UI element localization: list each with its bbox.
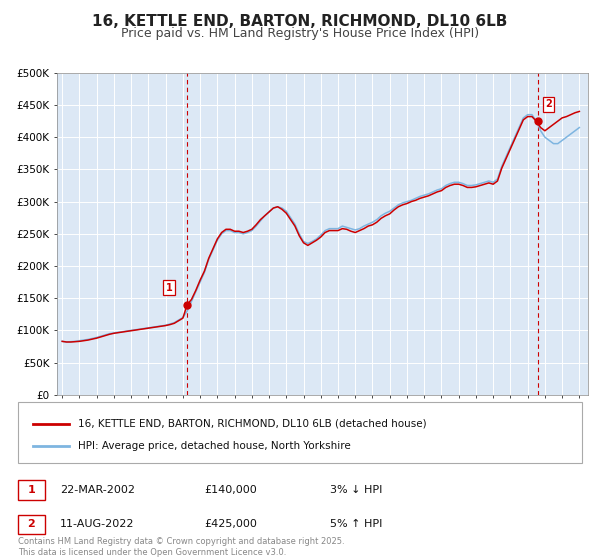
FancyBboxPatch shape bbox=[18, 480, 45, 500]
Text: 11-AUG-2022: 11-AUG-2022 bbox=[60, 519, 134, 529]
Text: 16, KETTLE END, BARTON, RICHMOND, DL10 6LB: 16, KETTLE END, BARTON, RICHMOND, DL10 6… bbox=[92, 14, 508, 29]
Text: 5% ↑ HPI: 5% ↑ HPI bbox=[330, 519, 382, 529]
Text: £140,000: £140,000 bbox=[204, 485, 257, 495]
Text: Price paid vs. HM Land Registry's House Price Index (HPI): Price paid vs. HM Land Registry's House … bbox=[121, 27, 479, 40]
Text: 1: 1 bbox=[28, 485, 35, 495]
Text: 2: 2 bbox=[28, 519, 35, 529]
Text: 3% ↓ HPI: 3% ↓ HPI bbox=[330, 485, 382, 495]
Text: 2: 2 bbox=[545, 99, 552, 109]
Text: HPI: Average price, detached house, North Yorkshire: HPI: Average price, detached house, Nort… bbox=[78, 441, 351, 451]
Text: 1: 1 bbox=[166, 283, 173, 293]
FancyBboxPatch shape bbox=[18, 515, 45, 534]
Text: 22-MAR-2002: 22-MAR-2002 bbox=[60, 485, 135, 495]
Text: Contains HM Land Registry data © Crown copyright and database right 2025.
This d: Contains HM Land Registry data © Crown c… bbox=[18, 538, 344, 557]
Text: 16, KETTLE END, BARTON, RICHMOND, DL10 6LB (detached house): 16, KETTLE END, BARTON, RICHMOND, DL10 6… bbox=[78, 418, 427, 428]
FancyBboxPatch shape bbox=[18, 403, 582, 463]
Text: £425,000: £425,000 bbox=[204, 519, 257, 529]
